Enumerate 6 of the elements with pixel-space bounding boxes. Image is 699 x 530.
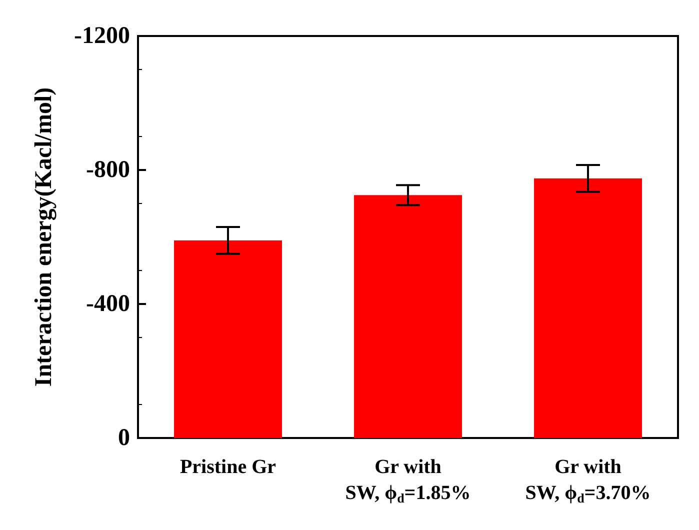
y-tick-label: 0 bbox=[118, 425, 130, 451]
x-tick-label: Pristine Gr bbox=[180, 456, 276, 478]
y-tick-label: -1200 bbox=[74, 23, 130, 49]
y-tick-label: -800 bbox=[86, 157, 130, 183]
y-axis-title: Interaction energy(Kacl/mol) bbox=[31, 87, 57, 387]
y-tick-label: -400 bbox=[86, 291, 130, 317]
